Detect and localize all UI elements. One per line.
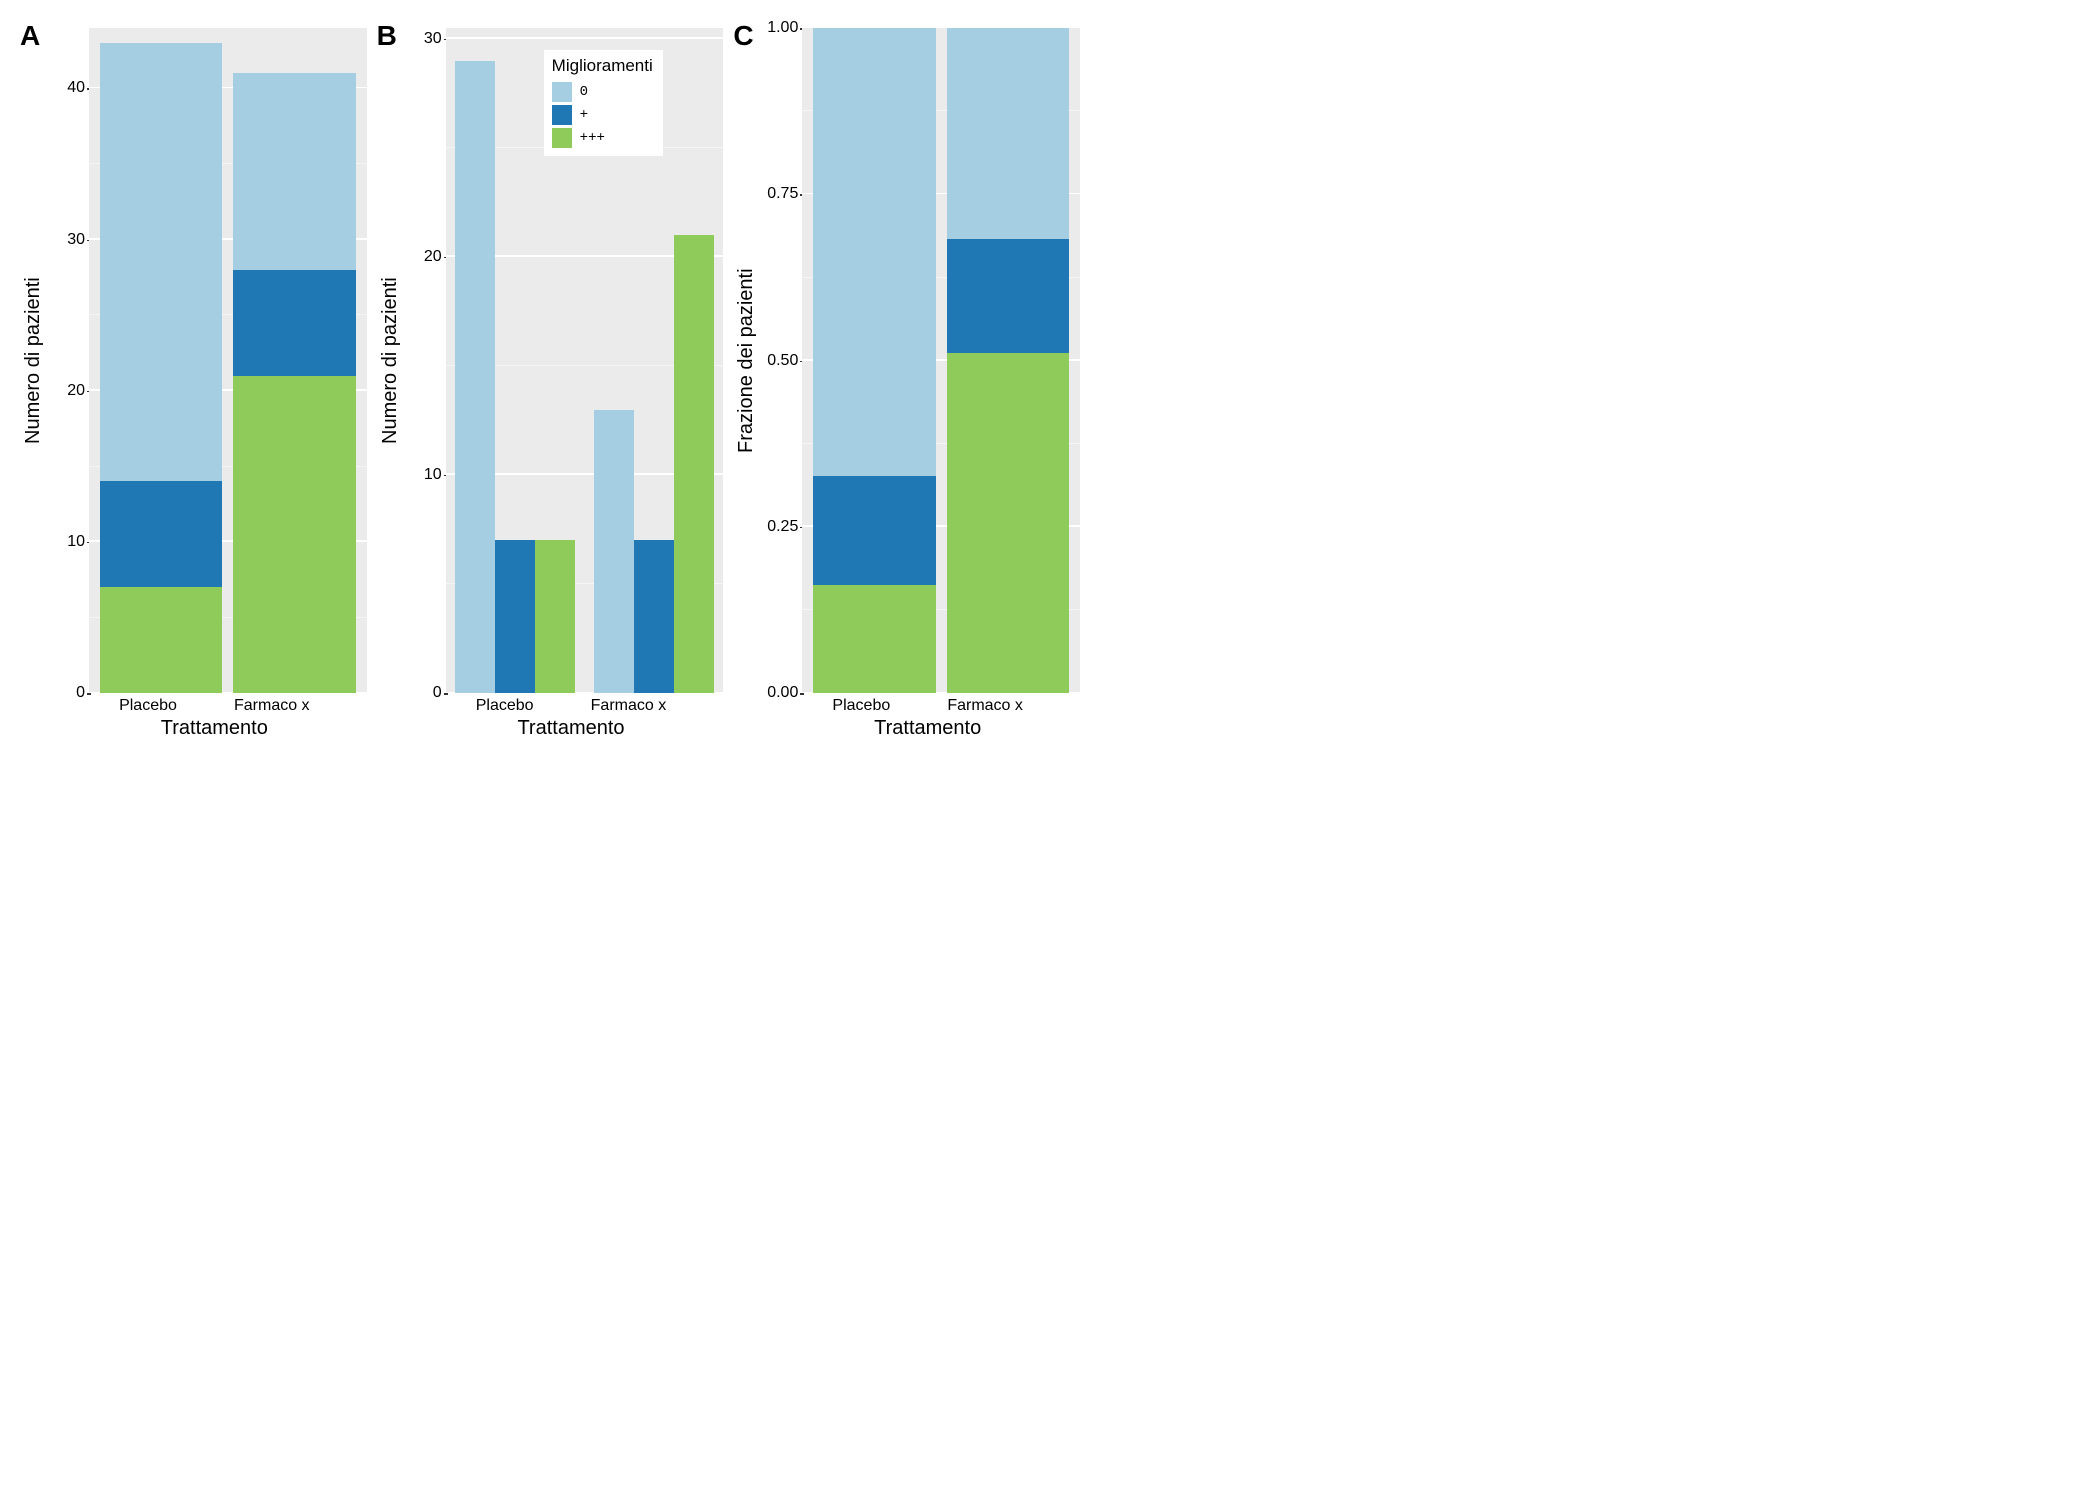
y-tick: 0 bbox=[433, 684, 442, 702]
bar-plus bbox=[495, 540, 535, 693]
bar-zero bbox=[594, 410, 634, 693]
x-tick: Farmaco x bbox=[947, 697, 1023, 715]
segment-zero bbox=[947, 28, 1069, 239]
x-axis-title-C: Trattamento bbox=[775, 715, 1080, 740]
y-tick: 20 bbox=[67, 382, 85, 400]
segment-plus bbox=[813, 476, 935, 584]
legend: Miglioramenti0++++ bbox=[544, 50, 663, 156]
bar-farmaco-x bbox=[947, 28, 1069, 693]
legend-item-plus: + bbox=[552, 105, 653, 125]
legend-label: 0 bbox=[580, 84, 588, 100]
segment-plus bbox=[947, 239, 1069, 353]
y-axis-title-C: Frazione dei pazienti bbox=[733, 28, 760, 693]
bar-zero bbox=[455, 61, 495, 693]
panel-A: A Numero di pazienti 010203040 PlaceboFa… bbox=[20, 20, 367, 740]
y-tick: 0.75 bbox=[767, 185, 798, 203]
segment-plusplusplus bbox=[100, 587, 222, 693]
x-tick: Placebo bbox=[476, 697, 534, 715]
y-axis-ticks-C: 0.000.250.500.751.00 bbox=[760, 28, 802, 693]
figure: A Numero di pazienti 010203040 PlaceboFa… bbox=[20, 20, 1080, 740]
bar-plus bbox=[634, 540, 674, 693]
y-tick: 30 bbox=[424, 30, 442, 48]
segment-plus bbox=[233, 270, 355, 376]
legend-label: + bbox=[580, 107, 588, 123]
y-tick: 20 bbox=[424, 248, 442, 266]
y-tick: 40 bbox=[67, 79, 85, 97]
plot-area-C bbox=[802, 28, 1080, 693]
y-axis-ticks-B: 0102030 bbox=[404, 28, 446, 693]
bar-farmaco-x bbox=[233, 28, 355, 693]
x-axis-ticks-A: Placebo Farmaco x bbox=[62, 693, 367, 715]
legend-item-zero: 0 bbox=[552, 82, 653, 102]
panel-C: C Frazione dei pazienti 0.000.250.500.75… bbox=[733, 20, 1080, 740]
x-axis-ticks-C: Placebo Farmaco x bbox=[775, 693, 1080, 715]
plot-area-A bbox=[89, 28, 367, 693]
y-tick: 0.50 bbox=[767, 352, 798, 370]
legend-swatch bbox=[552, 128, 572, 148]
segment-plus bbox=[100, 481, 222, 587]
bar-placebo bbox=[813, 28, 935, 693]
legend-swatch bbox=[552, 82, 572, 102]
x-tick: Farmaco x bbox=[591, 697, 667, 715]
y-tick: 10 bbox=[424, 466, 442, 484]
y-tick: 0.00 bbox=[767, 684, 798, 702]
legend-label: +++ bbox=[580, 130, 605, 146]
x-axis-ticks-B: Placebo Farmaco x bbox=[419, 693, 724, 715]
y-tick: 0 bbox=[76, 684, 85, 702]
bar-placebo bbox=[100, 28, 222, 693]
x-axis-title-A: Trattamento bbox=[62, 715, 367, 740]
segment-zero bbox=[233, 73, 355, 269]
bar-plusplusplus bbox=[535, 540, 575, 693]
y-axis-title-A: Numero di pazienti bbox=[20, 28, 47, 693]
x-tick: Placebo bbox=[832, 697, 890, 715]
segment-zero bbox=[100, 43, 222, 481]
panel-B: B Numero di pazienti 0102030 Miglioramen… bbox=[377, 20, 724, 740]
bar-plusplusplus bbox=[674, 235, 714, 693]
x-tick: Placebo bbox=[119, 697, 177, 715]
y-tick: 10 bbox=[67, 533, 85, 551]
segment-plusplusplus bbox=[233, 376, 355, 693]
y-axis-title-B: Numero di pazienti bbox=[377, 28, 404, 693]
y-tick: 30 bbox=[67, 231, 85, 249]
legend-title: Miglioramenti bbox=[552, 56, 653, 76]
plot-area-B: Miglioramenti0++++ bbox=[446, 28, 724, 693]
x-axis-title-B: Trattamento bbox=[419, 715, 724, 740]
segment-zero bbox=[813, 28, 935, 476]
segment-plusplusplus bbox=[813, 585, 935, 693]
y-tick: 0.25 bbox=[767, 518, 798, 536]
y-axis-ticks-A: 010203040 bbox=[47, 28, 89, 693]
legend-swatch bbox=[552, 105, 572, 125]
segment-plusplusplus bbox=[947, 353, 1069, 693]
x-tick: Farmaco x bbox=[234, 697, 310, 715]
legend-item-plusplusplus: +++ bbox=[552, 128, 653, 148]
y-tick: 1.00 bbox=[767, 19, 798, 37]
